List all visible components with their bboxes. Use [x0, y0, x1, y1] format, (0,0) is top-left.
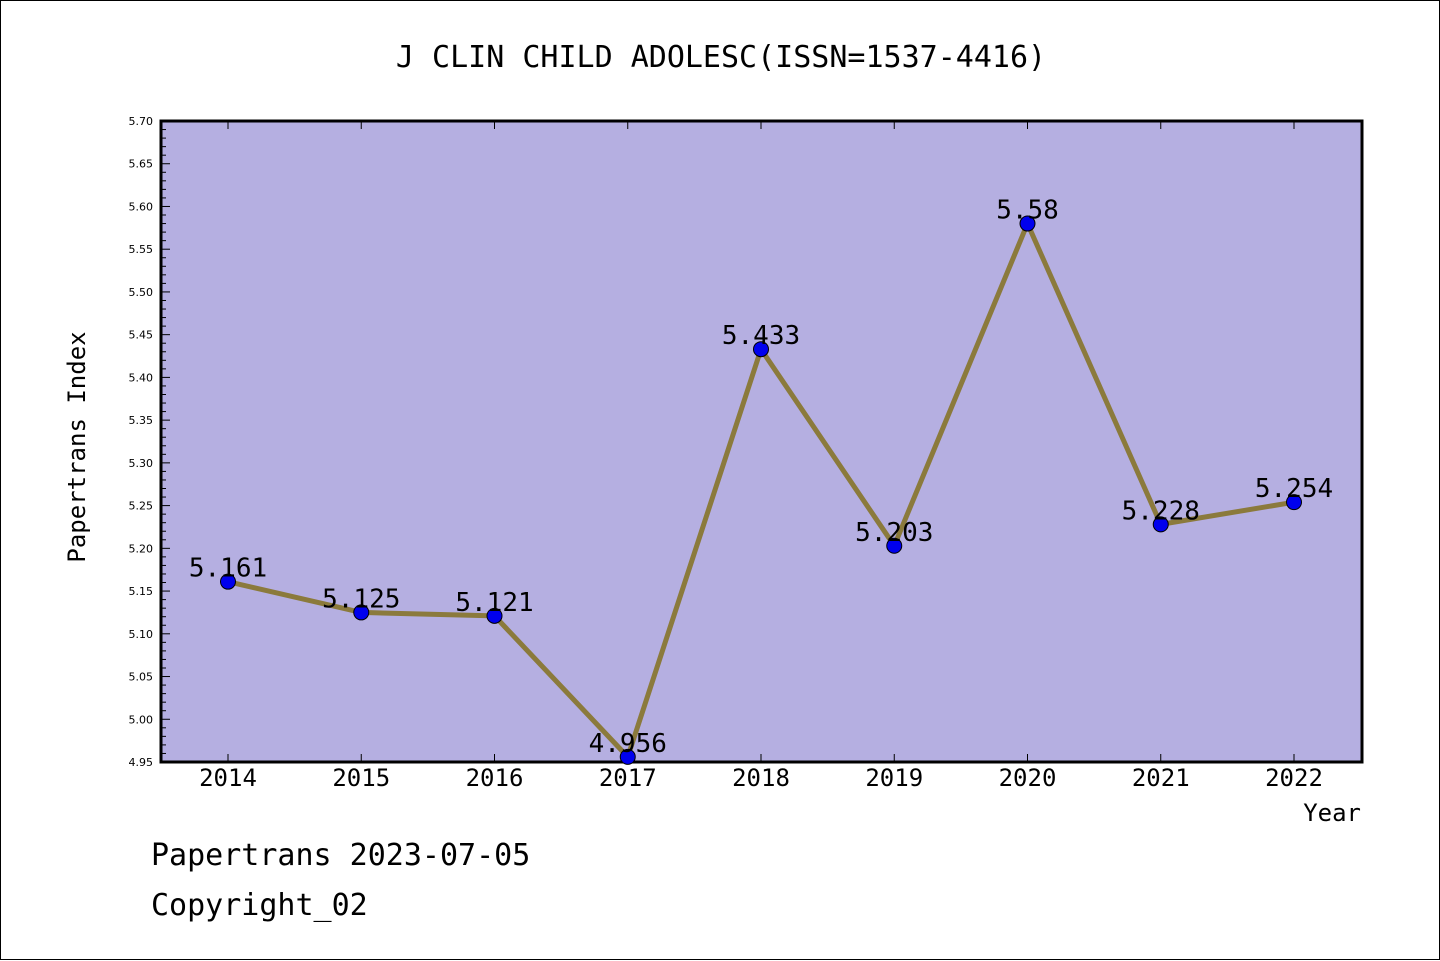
data-point [220, 573, 236, 590]
y-tick-label: 5.15 [129, 585, 154, 598]
x-tick-label: 2019 [865, 764, 923, 792]
y-tick-label: 5.70 [129, 115, 154, 128]
chart-title: J CLIN CHILD ADOLESC(ISSN=1537-4416) [396, 40, 1046, 75]
data-label: 5.203 [855, 518, 933, 548]
data-point [886, 537, 903, 554]
y-tick-label: 5.10 [129, 628, 154, 641]
data-point [1152, 516, 1169, 533]
y-tick-label: 5.50 [129, 286, 154, 299]
y-tick-label: 5.25 [129, 500, 154, 513]
footer-date: Papertrans 2023-07-05 [151, 838, 530, 873]
data-point [353, 604, 370, 621]
data-label: 4.956 [589, 729, 667, 759]
y-axis-title: Papertrans Index [63, 331, 91, 562]
x-tick-label: 2021 [1132, 764, 1190, 792]
data-label: 5.125 [322, 584, 400, 614]
x-tick-label: 2022 [1265, 764, 1323, 792]
data-label: 5.254 [1255, 474, 1333, 504]
y-tick-label: 5.40 [129, 371, 154, 384]
x-tick-label: 2016 [466, 764, 524, 792]
x-tick-label: 2018 [732, 764, 790, 792]
data-label: 5.228 [1122, 496, 1200, 526]
series-line: 5.161 5.125 5.121 4.956 5.433 5.203 5.58 5.228 5… [189, 196, 1333, 765]
data-label: 5.433 [722, 321, 800, 351]
data-point [1286, 494, 1302, 511]
x-tick-label: 2014 [199, 764, 257, 792]
x-tick-label: 2015 [332, 764, 390, 792]
y-tick-label: 5.20 [129, 542, 154, 555]
y-tick-label: 5.65 [129, 158, 154, 171]
data-point [1019, 215, 1036, 232]
data-label: 5.58 [996, 196, 1059, 226]
footer-copyright: Copyright_02 [151, 888, 368, 923]
x-tick-label: 2020 [999, 764, 1057, 792]
y-tick-label: 5.35 [129, 414, 154, 427]
data-label: 5.121 [455, 588, 533, 618]
y-tick-label: 5.45 [129, 329, 154, 342]
data-point [486, 607, 503, 624]
y-tick-label: 5.05 [129, 671, 154, 684]
y-tick-label: 4.95 [129, 756, 154, 769]
data-point [619, 748, 636, 765]
data-point [753, 341, 769, 358]
x-tick-label: 2017 [599, 764, 657, 792]
y-tick-label: 5.00 [129, 713, 154, 726]
y-axis: 4.95 5.00 5.05 5.10 5.15 5.20 5.25 5.30 5.35 5.40… [129, 115, 170, 769]
plot-area [159, 119, 1364, 764]
y-tick-label: 5.55 [129, 243, 154, 256]
x-axis: 2014 2015 2016 2017 2018 2019 2020 2021 2022 [199, 121, 1323, 792]
data-label: 5.161 [189, 554, 267, 584]
y-tick-label: 5.60 [129, 200, 154, 213]
y-tick-label: 5.30 [129, 457, 154, 470]
x-axis-title: Year [1303, 799, 1361, 827]
